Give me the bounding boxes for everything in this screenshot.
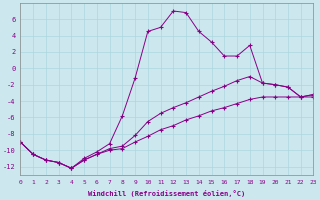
X-axis label: Windchill (Refroidissement éolien,°C): Windchill (Refroidissement éolien,°C) <box>88 190 245 197</box>
